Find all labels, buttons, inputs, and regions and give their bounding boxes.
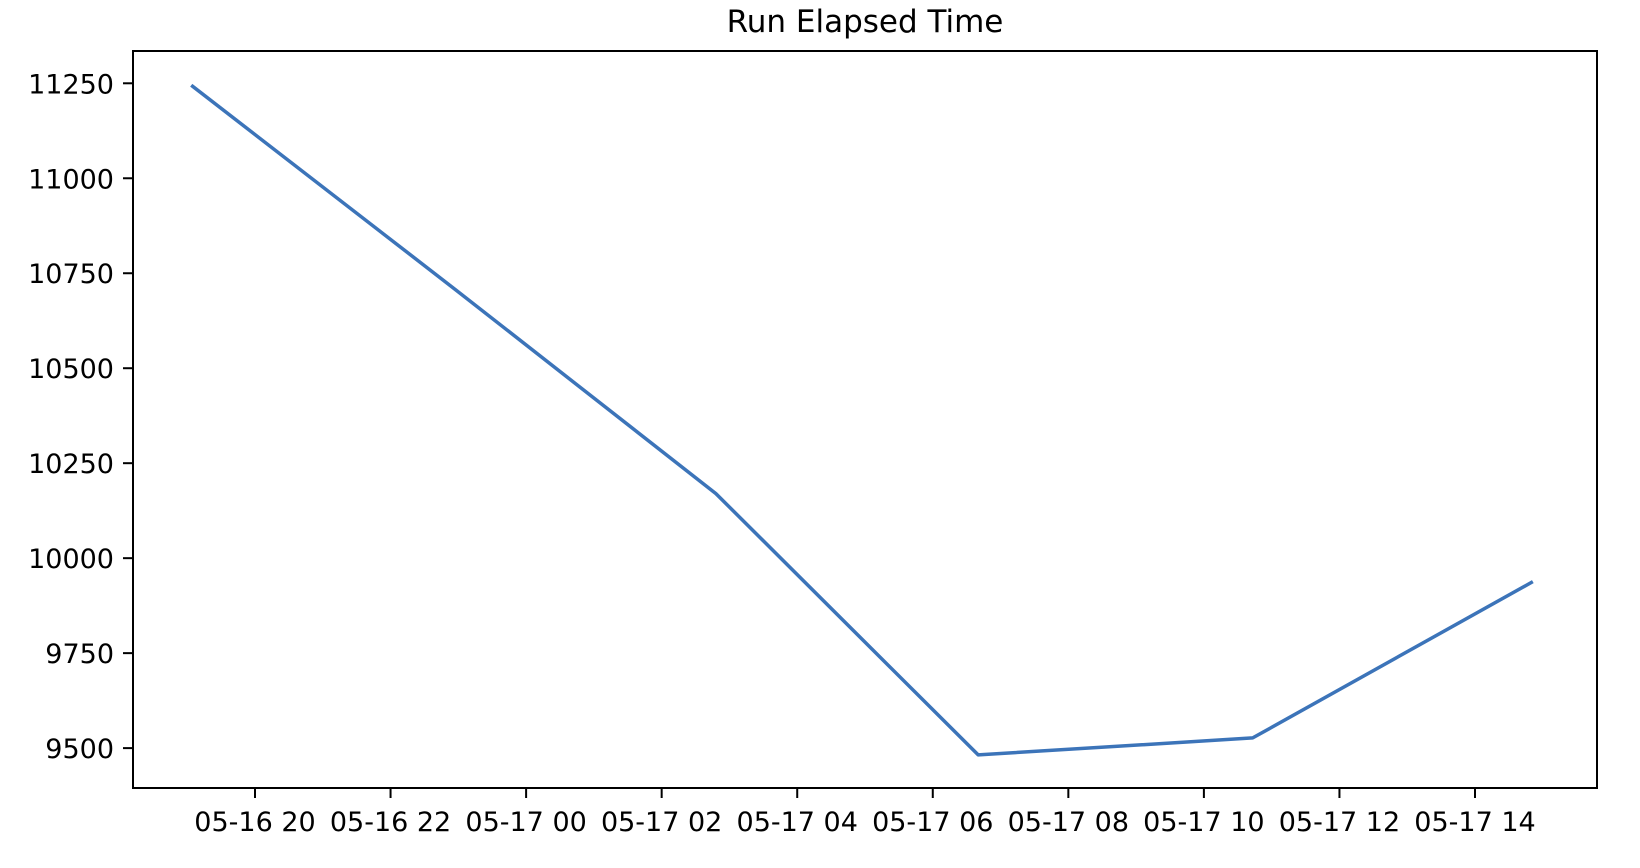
x-tick-label: 05-17 14	[1414, 807, 1535, 838]
x-tick-label: 05-17 12	[1279, 807, 1400, 838]
y-tick-label: 11000	[28, 164, 114, 195]
x-tick-label: 05-17 04	[737, 807, 858, 838]
y-tick-label: 9500	[45, 734, 114, 765]
chart-title: Run Elapsed Time	[726, 4, 1004, 40]
data-series-line-run-elapsed-time	[190, 83, 1534, 757]
y-tick-label: 10500	[28, 354, 114, 385]
y-tick-label: 10250	[28, 449, 114, 480]
y-axis-ticks: 9500 9750 10000 10250 10500 10750 11000 11250	[28, 69, 133, 765]
x-axis-ticks: 05-16 20 05-16 22 05-17 00 05-17 02 05-17 04…	[194, 788, 1536, 838]
axes-spines	[132, 50, 1598, 789]
y-tick-label: 9750	[45, 639, 114, 670]
x-tick-label: 05-17 02	[601, 807, 722, 838]
y-tick-label: 10000	[28, 544, 114, 575]
plot-root: 05-16 20 05-16 22 05-17 00 05-17 02 05-17 04…	[28, 50, 1598, 838]
x-tick-label: 05-16 20	[194, 807, 315, 838]
x-tick-label: 05-16 22	[330, 807, 451, 838]
x-tick-label: 05-17 00	[465, 807, 586, 838]
y-tick-label: 10750	[28, 259, 114, 290]
x-tick-label: 05-17 10	[1143, 807, 1264, 838]
x-tick-label: 05-17 06	[872, 807, 993, 838]
x-tick-label: 05-17 08	[1008, 807, 1129, 838]
y-tick-label: 11250	[28, 69, 114, 100]
